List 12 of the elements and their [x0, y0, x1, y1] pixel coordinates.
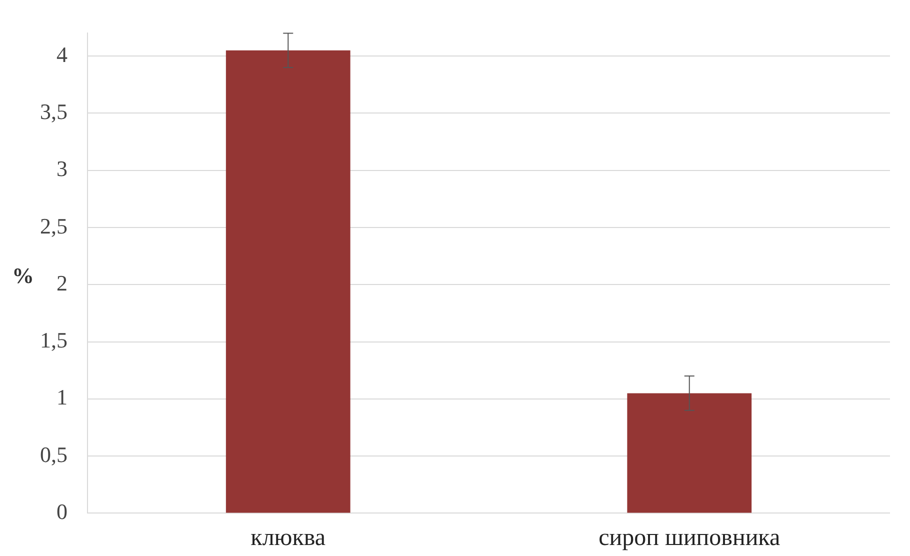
- y-axis-title: %: [12, 262, 34, 288]
- y-tick-label: 0: [56, 498, 68, 524]
- y-tick-label: 2: [56, 270, 68, 296]
- x-tick-label: сироп шиповника: [598, 524, 780, 551]
- y-tick-label: 2,5: [40, 213, 68, 238]
- y-tick-label: 1: [56, 384, 68, 410]
- y-tick-label: 4: [56, 42, 68, 67]
- y-tick-label: 3: [56, 156, 68, 182]
- y-tick-label: 3,5: [40, 98, 68, 124]
- x-tick-label: клюква: [250, 524, 326, 551]
- y-tick-label: 0,5: [40, 442, 68, 467]
- y-tick-label: 1,5: [40, 328, 68, 353]
